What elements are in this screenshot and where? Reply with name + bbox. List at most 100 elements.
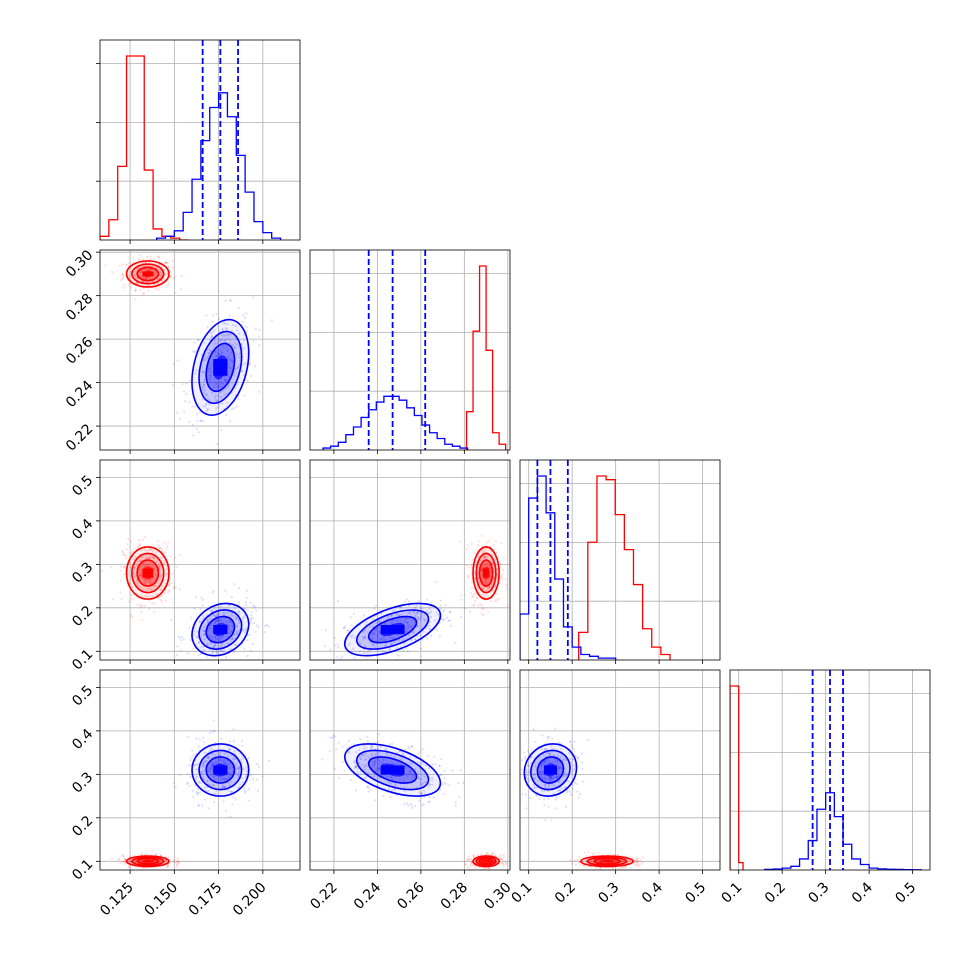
x-tick-label: 0.26	[394, 879, 427, 912]
scatter-point	[145, 281, 148, 284]
scatter-point	[159, 575, 162, 578]
scatter-point	[253, 606, 256, 609]
scatter-point	[589, 860, 592, 863]
scatter-point	[216, 613, 219, 616]
scatter-point	[581, 761, 584, 764]
scatter-point	[521, 793, 524, 796]
scatter-point	[348, 642, 352, 645]
scatter-point	[378, 620, 381, 623]
scatter-point	[616, 853, 619, 856]
scatter-point	[428, 795, 431, 799]
scatter-point	[481, 567, 484, 571]
scatter-point	[442, 619, 445, 622]
scatter-point	[591, 852, 594, 855]
scatter-point	[233, 407, 236, 410]
scatter-point	[188, 401, 191, 404]
scatter-point	[141, 556, 144, 559]
scatter-point	[166, 865, 169, 868]
scatter-point	[389, 648, 392, 651]
scatter-point	[145, 564, 148, 567]
scatter-point	[352, 647, 355, 650]
scatter-point	[591, 860, 594, 863]
scatter-point	[485, 582, 488, 585]
scatter-point	[384, 638, 387, 641]
scatter-point	[224, 299, 227, 302]
scatter-point	[230, 329, 233, 332]
scatter-point	[237, 366, 240, 369]
scatter-point	[371, 643, 374, 646]
panel-content	[324, 534, 509, 664]
scatter-point	[212, 800, 216, 804]
scatter-point	[222, 635, 225, 638]
scatter-point	[441, 783, 444, 786]
scatter-point	[363, 744, 366, 748]
scatter-point	[484, 867, 487, 870]
scatter-point	[454, 801, 457, 804]
scatter-point	[412, 611, 415, 614]
scatter-point	[215, 312, 218, 315]
scatter-point	[256, 789, 260, 792]
scatter-point	[224, 387, 227, 390]
scatter-point	[372, 762, 375, 765]
scatter-point	[408, 747, 411, 750]
scatter-point	[189, 775, 192, 778]
scatter-point	[134, 288, 138, 291]
axes-frame	[309, 249, 511, 451]
scatter-point	[429, 621, 432, 624]
scatter-point	[121, 263, 124, 266]
scatter-point	[153, 860, 156, 863]
scatter-point	[494, 557, 497, 560]
scatter-point	[223, 785, 226, 788]
scatter-point	[526, 777, 529, 780]
scatter-point	[164, 261, 167, 264]
scatter-point	[157, 566, 161, 569]
scatter-point	[160, 286, 163, 289]
scatter-point	[376, 634, 379, 637]
scatter-point	[428, 783, 431, 786]
scatter-point	[241, 739, 244, 742]
scatter-point	[202, 383, 205, 387]
scatter-point	[158, 277, 161, 280]
scatter-point	[532, 728, 535, 731]
scatter-point	[482, 566, 485, 569]
scatter-point	[212, 784, 215, 787]
scatter-point	[248, 633, 251, 636]
scatter-point	[166, 864, 170, 867]
scatter-point	[634, 861, 637, 864]
scatter-point	[559, 747, 563, 750]
scatter-point	[160, 548, 163, 551]
scatter-point	[186, 782, 189, 785]
scatter-point	[420, 792, 423, 795]
scatter-point	[584, 859, 587, 862]
scatter-point	[417, 791, 420, 794]
scatter-point	[203, 786, 206, 789]
scatter-point	[370, 754, 373, 757]
scatter-point	[419, 762, 423, 765]
scatter-point	[554, 785, 557, 788]
scatter-point	[140, 569, 143, 572]
scatter-point	[369, 662, 371, 664]
scatter-point	[180, 274, 183, 278]
scatter-point	[498, 863, 501, 866]
scatter-point	[241, 616, 244, 619]
scatter-point	[457, 782, 460, 785]
scatter-point	[125, 548, 128, 551]
scatter-point	[202, 762, 205, 766]
scatter-point	[405, 766, 408, 769]
scatter-point	[432, 796, 435, 799]
scatter-point	[200, 772, 203, 775]
scatter-point	[173, 556, 177, 560]
scatter-point	[416, 786, 419, 789]
scatter-point	[405, 617, 408, 620]
scatter-point	[476, 573, 479, 576]
scatter-point	[140, 574, 143, 577]
scatter-point	[153, 578, 156, 581]
scatter-point	[165, 547, 168, 550]
scatter-point	[205, 656, 208, 659]
scatter-point	[222, 661, 224, 663]
scatter-point	[215, 342, 218, 345]
scatter-point	[529, 796, 532, 799]
scatter-point	[356, 770, 359, 774]
scatter-point	[237, 601, 240, 604]
scatter-point	[535, 794, 538, 797]
